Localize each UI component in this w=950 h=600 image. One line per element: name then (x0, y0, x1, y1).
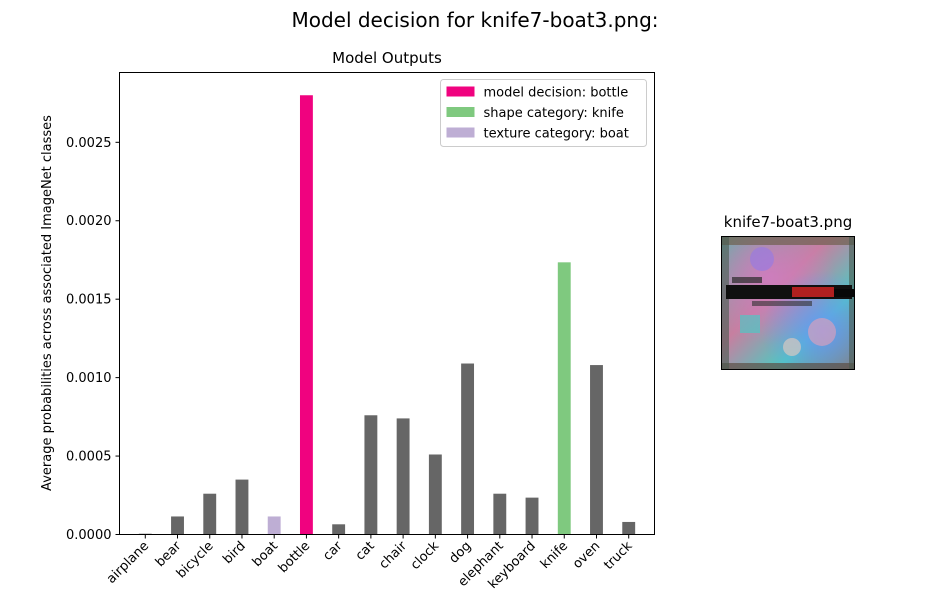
bar-oven (590, 365, 603, 535)
legend-label: texture category: boat (484, 127, 629, 142)
bar-dog (461, 363, 475, 535)
bar-bottle (299, 95, 313, 535)
stimulus-image (721, 236, 855, 370)
y-tick-label: 0.0020 (66, 214, 112, 229)
legend-swatch (446, 127, 475, 138)
x-tick-label-bird: bird (220, 539, 248, 567)
x-tick-label-truck: truck (601, 538, 636, 573)
y-tick-label: 0.0000 (66, 528, 112, 543)
x-tick-label-airplane: airplane (104, 539, 152, 587)
x-tick-label-knife: knife (538, 539, 571, 572)
image-title: knife7-boat3.png (723, 213, 853, 231)
x-tick-label-car: car (320, 538, 346, 564)
legend-box (440, 79, 647, 147)
bar-clock (428, 454, 442, 535)
x-tick-label-oven: oven (570, 539, 603, 572)
bar-elephant (493, 493, 507, 535)
bar-keyboard (525, 497, 539, 535)
legend-swatch (446, 107, 475, 117)
bar-bird (235, 479, 249, 535)
x-tick-label-bicycle: bicycle (174, 539, 217, 582)
figure-title: Model decision for knife7-boat3.png: (291, 8, 659, 32)
x-tick-label-dog: dog (446, 539, 474, 567)
legend: model decision: bottle shape category: kn… (440, 79, 647, 147)
y-axis: 0.0000 0.0005 0.0010 0.0015 0.0020 0.0025 (66, 136, 120, 543)
y-tick-label: 0.0005 (66, 450, 112, 465)
x-tick-label-bottle: bottle (276, 539, 313, 576)
plot-frame (119, 72, 655, 535)
bar-cat (364, 415, 378, 535)
y-tick-label: 0.0015 (66, 293, 112, 308)
bar-chair (396, 418, 410, 535)
bar-boat (267, 516, 281, 535)
bars-group (138, 95, 636, 535)
bar-knife (557, 262, 571, 535)
bar-car (332, 524, 346, 535)
bar-bicycle (203, 493, 217, 535)
x-tick-label-chair: chair (376, 538, 410, 572)
y-tick-label: 0.0025 (66, 136, 112, 151)
x-tick-label-cat: cat (353, 539, 378, 564)
bar-truck (622, 521, 636, 535)
legend-label: model decision: bottle (484, 86, 629, 101)
x-tick-label-clock: clock (408, 538, 443, 573)
legend-label: shape category: knife (484, 106, 624, 121)
chart-title: Model Outputs (332, 49, 442, 67)
bar-bear (171, 516, 184, 535)
legend-swatch (446, 86, 475, 97)
y-axis-label: Average probabilities across associated … (40, 115, 55, 491)
y-tick-label: 0.0010 (66, 371, 112, 386)
